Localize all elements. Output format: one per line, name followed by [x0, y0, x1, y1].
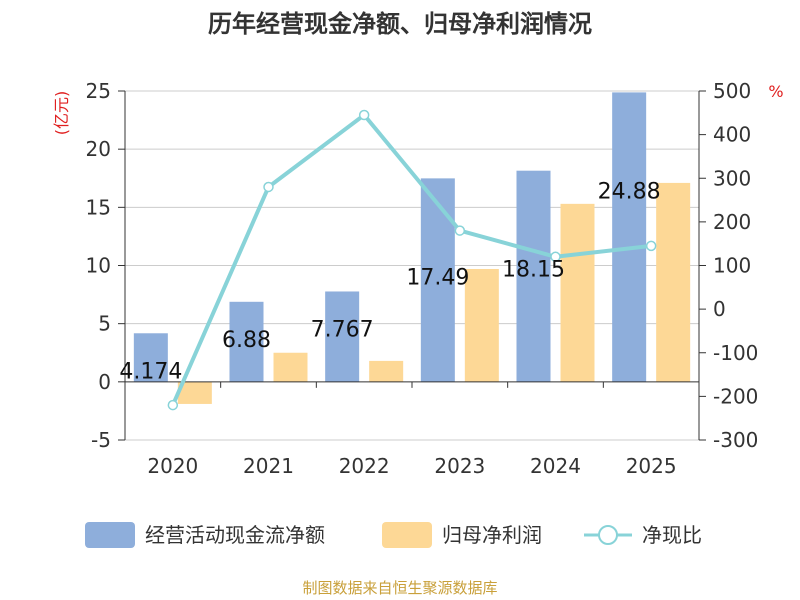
source-note: 制图数据来自恒生聚源数据库 — [302, 579, 497, 597]
left-tick-label: 0 — [98, 370, 111, 394]
profit-bar[interactable] — [177, 381, 212, 404]
right-tick-label: 200 — [713, 210, 751, 234]
right-tick-label: 100 — [713, 254, 751, 278]
x-tick-label: 2023 — [434, 454, 485, 478]
cashflow-bar[interactable] — [420, 178, 455, 382]
profit-bar[interactable] — [656, 182, 691, 382]
legend-item-cashflow[interactable]: 经营活动现金流净额 — [85, 522, 325, 548]
legend-label-ratio: 净现比 — [642, 523, 702, 547]
profit-bar[interactable] — [464, 268, 499, 382]
legend-item-ratio[interactable]: 净现比 — [584, 523, 702, 547]
right-tick-label: 400 — [713, 123, 751, 147]
gridlines — [125, 90, 699, 441]
cashflow-bar[interactable] — [229, 301, 264, 382]
ratio-point[interactable] — [167, 399, 179, 411]
left-tick-label: -5 — [91, 428, 111, 452]
x-tick-label: 2022 — [339, 454, 390, 478]
right-tick-label: 500 — [713, 79, 751, 103]
profit-bar[interactable] — [273, 352, 308, 382]
cashflow-data-label: 7.767 — [311, 317, 374, 342]
right-tick-label: 300 — [713, 166, 751, 190]
profit-bar[interactable] — [369, 360, 404, 382]
ratio-point[interactable] — [358, 109, 370, 121]
right-tick-label: -200 — [713, 384, 758, 408]
left-tick-label: 15 — [86, 195, 111, 219]
ratio-line — [167, 109, 657, 411]
right-tick-label: -300 — [713, 428, 758, 452]
cashflow-bar[interactable] — [133, 333, 168, 382]
legend: 经营活动现金流净额 归母净利润 净现比 — [85, 522, 702, 548]
cashflow-data-label: 6.88 — [222, 328, 271, 353]
legend-label-profit: 归母净利润 — [442, 523, 542, 547]
left-tick-label: 20 — [86, 137, 111, 161]
axes: -50510152025-300-200-1000100200300400500… — [86, 79, 759, 478]
bars — [133, 92, 691, 404]
cashflow-data-label: 17.49 — [406, 265, 469, 290]
cashflow-bar[interactable] — [325, 291, 360, 382]
left-tick-label: 10 — [86, 254, 111, 278]
cashflow-data-label: 4.174 — [119, 359, 182, 384]
right-axis-label: % — [768, 82, 783, 101]
legend-label-cashflow: 经营活动现金流净额 — [145, 523, 325, 547]
x-tick-label: 2020 — [147, 454, 198, 478]
legend-item-profit[interactable]: 归母净利润 — [382, 522, 542, 548]
right-tick-label: 0 — [713, 297, 726, 321]
x-tick-label: 2025 — [626, 454, 677, 478]
left-tick-label: 5 — [98, 312, 111, 336]
left-axis-label: (亿元) — [52, 91, 71, 136]
cashflow-data-label: 18.15 — [502, 258, 565, 283]
left-tick-label: 25 — [86, 79, 111, 103]
profit-bar[interactable] — [560, 203, 595, 382]
ratio-point[interactable] — [263, 181, 274, 193]
cashflow-bar[interactable] — [516, 170, 551, 382]
chart-title: 历年经营现金净额、归母净利润情况 — [208, 10, 592, 38]
ratio-point[interactable] — [454, 225, 466, 236]
cashflow-data-label: 24.88 — [598, 179, 661, 204]
legend-swatch-cashflow — [85, 522, 135, 548]
right-tick-label: -100 — [713, 341, 758, 365]
ratio-point[interactable] — [550, 251, 561, 263]
legend-swatch-ratio-marker — [598, 525, 618, 545]
cashflow-bar[interactable] — [612, 92, 647, 382]
x-tick-label: 2021 — [243, 454, 294, 478]
data-labels: 4.174 6.88 7.767 17.49 18.15 24.88 — [119, 179, 660, 384]
x-tick-label: 2024 — [530, 454, 581, 478]
legend-swatch-profit — [382, 522, 432, 548]
ratio-polyline — [171, 112, 652, 406]
ratio-point[interactable] — [645, 240, 657, 252]
